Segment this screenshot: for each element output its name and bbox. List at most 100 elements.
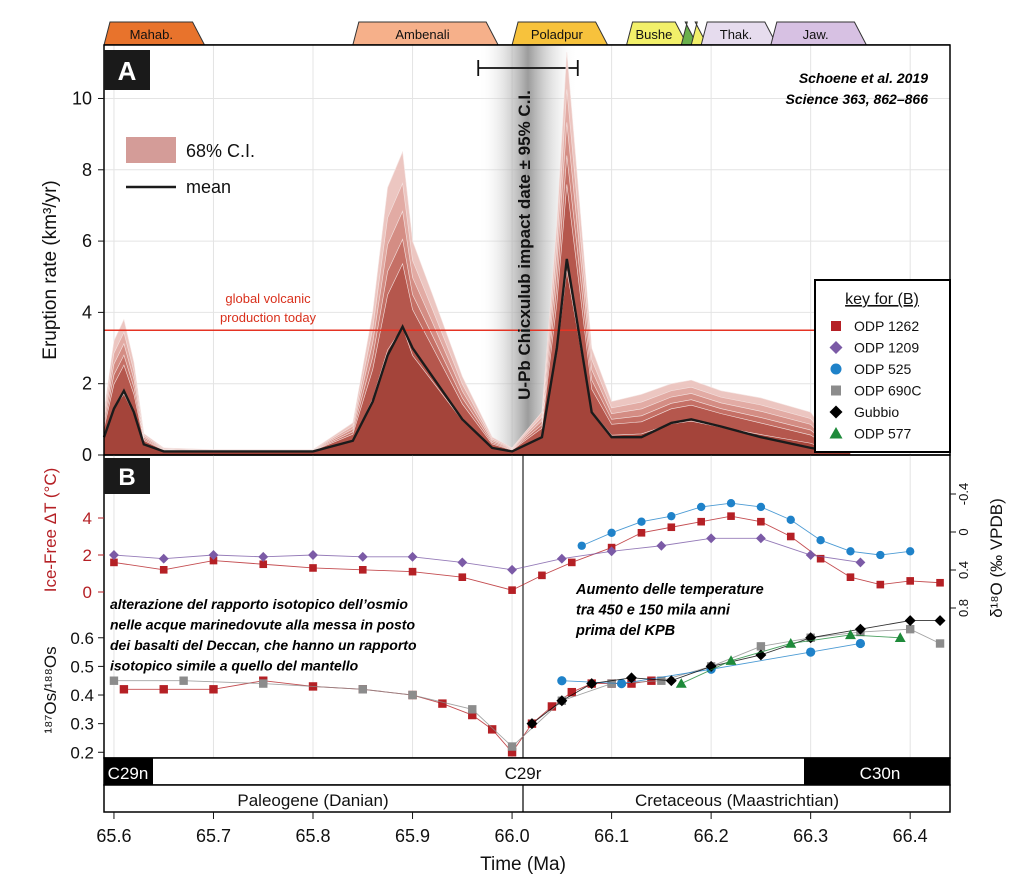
temp-point — [158, 553, 169, 564]
temp-point — [407, 551, 418, 562]
os-point — [755, 649, 767, 661]
os-point — [526, 718, 538, 730]
panel-a: global volcanic production today A Schoe… — [40, 44, 951, 465]
os-point — [179, 676, 188, 685]
os-point — [209, 685, 218, 694]
temp-point — [876, 550, 885, 560]
x-tick-1: 65.7 — [196, 826, 231, 846]
ci-layer-3 — [103, 155, 851, 456]
os-point — [845, 629, 856, 640]
temp-point — [209, 556, 218, 565]
d18o-tick-1: 0 — [956, 528, 971, 535]
temp-point — [816, 536, 825, 545]
os-point — [358, 685, 367, 694]
ci-layer-4 — [103, 184, 851, 456]
formation-label-2: Poladpur — [531, 27, 584, 42]
x-tick-5: 66.1 — [594, 826, 629, 846]
d18o-tick-3: 0.8 — [956, 599, 971, 617]
period-bar: Paleogene (Danian) Cretaceous (Maastrich… — [103, 784, 951, 813]
temp-point — [757, 517, 765, 526]
temp-tick-0: 0 — [83, 583, 92, 602]
key-label-0: ODP 1262 — [854, 318, 919, 334]
x-tick-4: 66.0 — [495, 826, 530, 846]
os-tick-0: 0.2 — [70, 743, 94, 762]
temp-point — [567, 558, 576, 567]
legend-mean-label: mean — [186, 177, 231, 197]
os-point — [665, 675, 677, 687]
panel-b-label-box — [104, 458, 150, 494]
formation-strip: Mahab. Ambenali Poladpur Bushe Thak. Jaw. — [103, 21, 868, 46]
os-point — [626, 672, 637, 684]
os-point — [557, 676, 567, 686]
temp-point — [556, 553, 567, 564]
temp-point — [756, 502, 766, 512]
temp-point — [577, 541, 586, 550]
chron-c29r: C29r — [505, 764, 542, 783]
os-point — [805, 632, 817, 644]
temp-point — [726, 499, 736, 508]
temp-point — [606, 546, 617, 557]
os-point — [487, 725, 497, 734]
temp-ylabel: Ice-Free ΔT (°C) — [41, 468, 60, 593]
os-tick-2: 0.4 — [70, 686, 94, 705]
temp-point — [508, 586, 516, 594]
annotation-left: alterazione del rapporto isotopico dell’… — [110, 596, 417, 674]
annotation-left-line-1: nelle acque marinedovute alla messa in p… — [110, 617, 415, 633]
annotation-left-line-3: isotopico simile a quello del mantello — [110, 658, 359, 674]
formation-label-6: Thak. — [720, 27, 753, 42]
temp-point — [846, 547, 855, 556]
a-ytick-0: 0 — [82, 445, 92, 465]
os-point — [507, 748, 517, 757]
annotation-left-line-0: alterazione del rapporto isotopico dell’… — [110, 596, 408, 612]
a-ytick-5: 10 — [72, 88, 92, 108]
a-ytick-1: 2 — [82, 374, 92, 394]
temp-point — [667, 523, 676, 532]
temp-point — [258, 551, 269, 562]
os-point — [705, 660, 717, 672]
d18o-tick-2: 0.4 — [956, 561, 971, 579]
temp-point — [846, 573, 855, 581]
temp-point — [637, 529, 646, 537]
temp-point — [696, 502, 706, 512]
os-point — [675, 678, 687, 688]
os-point — [756, 642, 766, 651]
os-point — [507, 742, 517, 751]
temp-point — [357, 551, 368, 562]
global-line-label: global volcanic — [225, 291, 311, 306]
key-marker-1 — [829, 341, 843, 354]
impact-label: U-Pb Chicxulub impact date ± 95% C.I. — [515, 90, 534, 400]
os-point — [408, 690, 417, 700]
temp-point — [538, 571, 546, 580]
os-tick-4: 0.6 — [70, 629, 94, 648]
panel-a-label-box — [104, 50, 150, 90]
os-point — [647, 676, 656, 685]
temp-point — [667, 511, 676, 521]
magnetochron-bar: C29n C29r C30n — [103, 757, 951, 786]
temp-point — [110, 558, 118, 567]
os-point — [905, 624, 915, 634]
temp-point — [507, 564, 518, 575]
panel-a-ylabel: Eruption rate (km³/yr) — [40, 180, 61, 359]
os-point — [657, 676, 666, 685]
chron-c29n: C29n — [108, 764, 149, 783]
key-marker-4 — [829, 405, 843, 419]
os-tick-3: 0.5 — [70, 657, 94, 676]
x-tick-6: 66.2 — [694, 826, 729, 846]
temp-point — [697, 517, 705, 526]
key-label-2: ODP 525 — [854, 361, 912, 377]
temp-point — [816, 554, 825, 563]
os-point — [806, 647, 816, 657]
temperature-ticks: 0 2 4 — [83, 509, 104, 602]
temp-point — [786, 515, 795, 525]
os-tick-1: 0.3 — [70, 715, 94, 734]
temp-point — [259, 560, 268, 569]
panel-a-y-ticks: 0 2 4 6 8 10 — [72, 88, 104, 465]
temp-line-1 — [113, 537, 861, 571]
os-point — [438, 699, 447, 708]
temp-point — [458, 573, 467, 581]
annotation-right-line-2: prima del KPB — [575, 623, 675, 639]
x-tick-2: 65.8 — [295, 826, 330, 846]
os-point — [259, 679, 268, 688]
os-point — [109, 676, 119, 685]
a-ytick-2: 4 — [82, 302, 92, 322]
